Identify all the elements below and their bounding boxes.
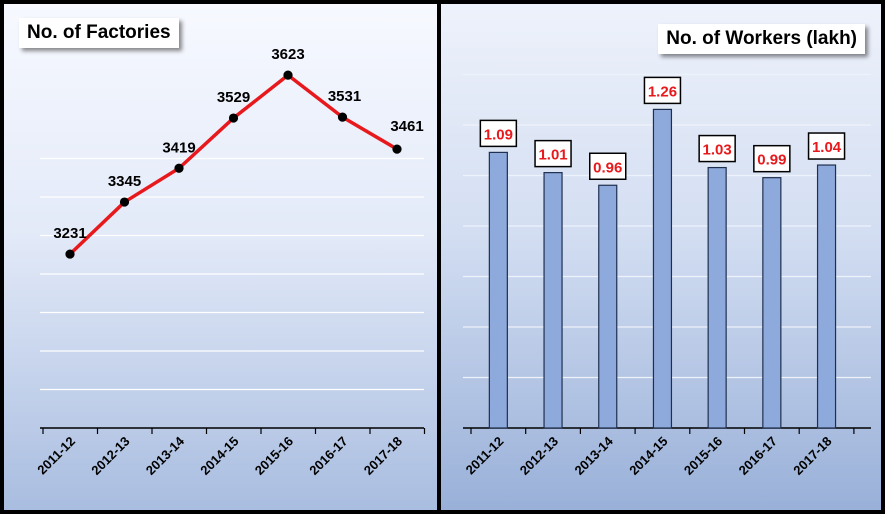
bar-value-label: 0.96 — [593, 159, 622, 176]
x-tick-label: 2012-13 — [88, 434, 132, 478]
x-tick-label: 2016-17 — [736, 434, 780, 478]
workers-chart-panel: No. of Workers (lakh) 1.09 1.01 0.96 1.26 1.… — [437, 0, 885, 514]
worker-bar — [816, 164, 837, 429]
factories-chart-title: No. of Factories — [19, 18, 179, 48]
data-point-label: 3419 — [162, 139, 195, 156]
bar-label-box — [643, 76, 682, 105]
x-tick-label: 2016-17 — [306, 434, 350, 478]
worker-bar — [543, 172, 563, 429]
bar-label-box — [589, 152, 627, 181]
data-point-marker — [337, 112, 348, 122]
data-point-label: 3531 — [328, 88, 361, 105]
bar-label-box — [698, 134, 736, 163]
x-tick-label: 2014-15 — [626, 434, 670, 478]
x-tick-label: 2012-13 — [517, 434, 561, 478]
workers-chart-title: No. of Workers (lakh) — [658, 24, 865, 54]
x-tick-label: 2015-16 — [252, 434, 296, 478]
x-tick-label: 2017-18 — [361, 434, 405, 478]
bar-value-label: 0.99 — [757, 152, 786, 169]
data-point-label: 3231 — [53, 225, 86, 242]
factories-line-chart: 3231 3345 3419 3529 3623 3531 3461 2011-12 2012-… — [34, 46, 426, 478]
x-tick-label: 2017-18 — [790, 434, 834, 478]
data-point-marker — [65, 249, 75, 259]
worker-bar — [762, 177, 782, 429]
data-point-marker — [228, 113, 239, 123]
x-tick-label: 2011-12 — [463, 434, 507, 478]
bar-label-box — [807, 132, 846, 160]
data-point-marker — [174, 163, 184, 173]
bar-value-label: 1.04 — [812, 139, 842, 156]
bar-value-label: 1.09 — [484, 126, 513, 143]
x-tick-label: 2011-12 — [34, 434, 78, 478]
x-tick-label: 2013-14 — [572, 433, 617, 478]
worker-bar — [707, 166, 727, 429]
bar-value-label: 1.01 — [538, 147, 567, 164]
x-tick-label: 2014-15 — [197, 434, 241, 478]
bar-label-box — [534, 139, 572, 168]
data-point-label: 3345 — [108, 173, 141, 190]
x-tick-label: 2015-16 — [681, 434, 725, 478]
factories-chart-panel: No. of Factories 3231 3345 3419 3529 3623 353… — [0, 0, 441, 514]
worker-bar — [598, 184, 618, 429]
bar-value-label: 1.26 — [648, 83, 677, 100]
worker-bar — [652, 108, 673, 429]
data-point-marker — [283, 70, 293, 80]
x-tick-label: 2013-14 — [143, 433, 188, 478]
worker-bar — [488, 151, 508, 429]
bar-label-box — [753, 144, 791, 173]
data-point-marker — [392, 144, 402, 154]
data-point-marker — [119, 197, 130, 207]
data-point-label: 3461 — [390, 118, 423, 135]
bar-value-label: 1.03 — [703, 142, 732, 159]
workers-bar-chart: 1.09 1.01 0.96 1.26 1.03 0.99 1.04 2011-12 2012-… — [463, 73, 871, 478]
bar-label-box — [479, 119, 518, 148]
data-point-label: 3623 — [271, 46, 304, 63]
data-point-label: 3529 — [217, 89, 250, 106]
